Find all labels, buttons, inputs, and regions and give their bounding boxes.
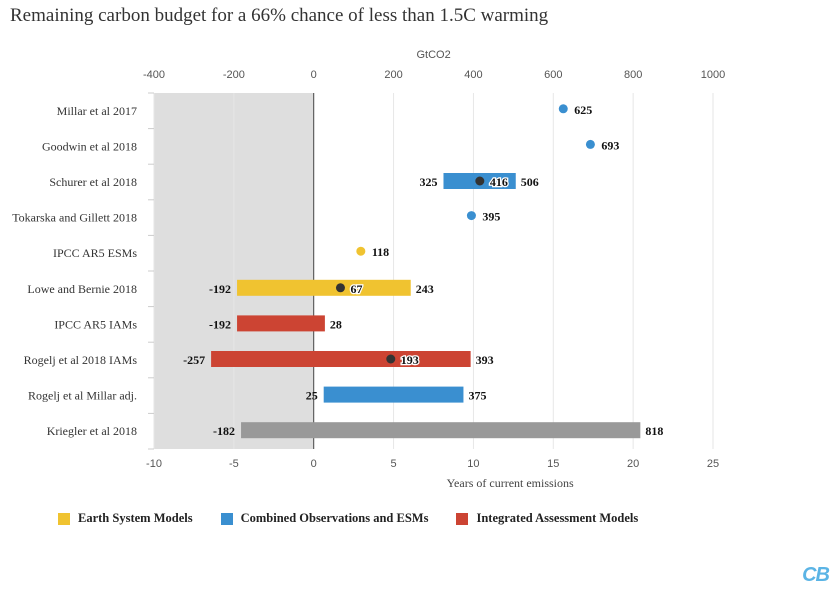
top-axis-title: GtCO2 [416,49,450,61]
range-low-label: 325 [419,175,437,189]
data-point [585,139,595,149]
legend-label-combined: Combined Observations and ESMs [240,511,429,525]
row-label: Schurer et al 2018 [49,175,137,189]
median-dot [386,354,396,364]
legend-item-iam[interactable]: Integrated Assessment Models [456,511,638,526]
range-high-label: 243 [416,282,434,296]
range-high-label: 28 [330,317,342,331]
row-label: Rogelj et al 2018 IAMs [24,353,138,367]
top-tick-label: 1000 [701,69,725,81]
row-label: Lowe and Bernie 2018 [27,282,137,296]
data-label: 693 [601,138,619,152]
range-low-label: -182 [213,424,235,438]
bottom-tick-label: -10 [146,458,162,470]
legend: Earth System Models Combined Observation… [58,511,666,526]
row-label: Tokarska and Gillett 2018 [12,211,137,225]
row-label: Kriegler et al 2018 [47,424,137,438]
legend-swatch-earth [58,512,70,525]
top-tick-label: 600 [544,69,562,81]
bottom-tick-label: 15 [547,458,559,470]
median-dot [475,176,485,186]
legend-item-earth-system-models[interactable]: Earth System Models [58,511,193,526]
top-tick-label: 400 [464,69,482,81]
row-label: Millar et al 2017 [57,104,137,118]
bottom-tick-label: 5 [391,458,397,470]
legend-swatch-combined [220,512,233,525]
range-low-label: -192 [209,317,231,331]
row-label: Rogelj et al Millar adj. [28,389,137,403]
data-label: 395 [482,210,500,224]
legend-item-combined[interactable]: Combined Observations and ESMs [220,511,429,526]
top-tick-label: -400 [143,69,165,81]
median-dot [335,283,345,293]
range-bar [237,279,411,296]
bottom-tick-label: -5 [229,458,239,470]
top-tick-label: 800 [624,69,642,81]
data-label: 625 [574,103,592,117]
legend-label-earth: Earth System Models [78,511,193,525]
row-label: Goodwin et al 2018 [42,139,137,153]
range-high-label: 393 [476,353,494,367]
range-low-label: -192 [209,282,231,296]
data-label: 118 [372,245,389,259]
bottom-tick-label: 25 [707,458,719,470]
range-bar [323,386,464,403]
carbon-brief-logo: CB [802,564,830,586]
bottom-tick-label: 20 [627,458,639,470]
top-tick-label: 0 [311,69,317,81]
median-label: 416 [490,175,508,189]
legend-label-iam: Integrated Assessment Models [476,511,639,525]
top-tick-label: 200 [384,69,402,81]
data-point [356,246,366,256]
median-label: 67 [350,282,362,296]
top-tick-label: -200 [223,69,245,81]
range-bar [241,422,641,439]
chart-title: Remaining carbon budget for a 66% chance… [10,5,549,26]
median-label: 193 [401,353,419,367]
range-high-label: 506 [521,175,539,189]
range-low-label: -257 [183,353,205,367]
row-label: IPCC AR5 IAMs [54,317,137,331]
data-point [466,211,476,221]
range-low-label: 25 [306,389,318,403]
bottom-axis-title: Years of current emissions [447,476,574,490]
legend-swatch-iam [456,512,469,525]
range-high-label: 818 [645,424,663,438]
bottom-tick-label: 10 [467,458,479,470]
range-bar [211,351,471,367]
range-high-label: 375 [468,389,486,403]
data-point [558,104,568,114]
range-bar [237,315,325,332]
bottom-tick-label: 0 [311,458,317,470]
row-label: IPCC AR5 ESMs [53,246,137,260]
